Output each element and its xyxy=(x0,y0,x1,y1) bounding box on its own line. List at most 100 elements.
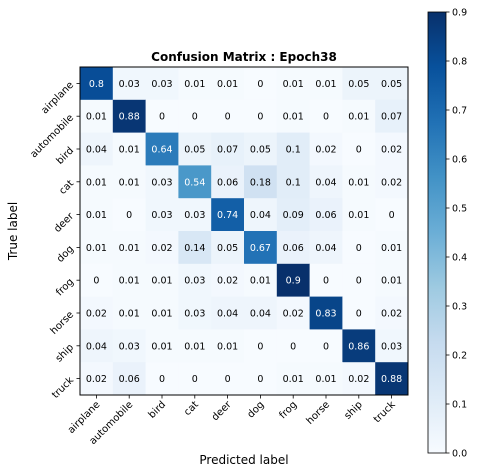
matrix-cell-value: 0 xyxy=(126,210,132,221)
matrix-cell xyxy=(145,362,179,396)
matrix-cell-value: 0 xyxy=(290,341,296,352)
matrix-cell-value: 0.01 xyxy=(348,112,369,123)
matrix-cell-value: 0.06 xyxy=(315,210,336,221)
matrix-cell xyxy=(309,362,343,396)
matrix-cell xyxy=(309,329,343,363)
matrix-cell xyxy=(375,231,409,265)
matrix-cell-value: 0.04 xyxy=(315,177,336,188)
matrix-cell xyxy=(244,165,278,199)
matrix-cell xyxy=(244,132,278,166)
matrix-cell-value: 0.88 xyxy=(381,374,402,385)
matrix-cell-value: 0.88 xyxy=(119,112,140,123)
matrix-cell-value: 0.04 xyxy=(250,309,271,320)
x-axis-label: Predicted label xyxy=(199,453,288,467)
matrix-cell xyxy=(211,67,245,101)
matrix-cell xyxy=(80,296,114,330)
y-tick-label: deer xyxy=(52,210,77,235)
matrix-cell xyxy=(375,329,409,363)
matrix-cell xyxy=(375,263,409,297)
matrix-cell-value: 0.01 xyxy=(315,374,336,385)
matrix-cell xyxy=(145,132,179,166)
matrix-cell-value: 0.83 xyxy=(315,309,336,320)
matrix-cell xyxy=(178,329,212,363)
matrix-cell-value: 0.01 xyxy=(184,79,205,90)
y-tick-label: dog xyxy=(55,244,76,265)
matrix-cell-value: 0.9 xyxy=(286,276,301,287)
matrix-cell-value: 0.64 xyxy=(151,145,172,156)
matrix-cell xyxy=(276,231,310,265)
matrix-cell-value: 0 xyxy=(93,276,99,287)
matrix-cell-value: 0.03 xyxy=(381,341,402,352)
matrix-cell-value: 0.03 xyxy=(184,210,205,221)
matrix-cell xyxy=(342,362,376,396)
matrix-cell xyxy=(375,296,409,330)
matrix-cell xyxy=(178,99,212,133)
matrix-cell-value: 0.05 xyxy=(184,145,205,156)
matrix-cell-value: 0.02 xyxy=(315,145,336,156)
matrix-cell-value: 0 xyxy=(356,309,362,320)
matrix-cell xyxy=(244,231,278,265)
matrix-cell-value: 0.05 xyxy=(250,145,271,156)
matrix-cell-value: 0.04 xyxy=(315,243,336,254)
matrix-cell-value: 0 xyxy=(225,112,231,123)
matrix-cell-value: 0.01 xyxy=(119,243,140,254)
matrix-cell-value: 0.05 xyxy=(381,79,402,90)
matrix-cell xyxy=(80,362,114,396)
matrix-cell-value: 0.05 xyxy=(348,79,369,90)
matrix-cell-value: 0.01 xyxy=(283,112,304,123)
matrix-cell-value: 0.02 xyxy=(381,177,402,188)
matrix-cell xyxy=(211,132,245,166)
matrix-cell-value: 0.02 xyxy=(381,145,402,156)
matrix-cell xyxy=(145,99,179,133)
colorbar-tick-label: 0.2 xyxy=(452,351,467,362)
matrix-cell xyxy=(276,67,310,101)
matrix-cell-value: 0 xyxy=(257,374,263,385)
matrix-cell xyxy=(375,362,409,396)
matrix-cell-value: 0.02 xyxy=(151,243,172,254)
matrix-cell xyxy=(375,165,409,199)
matrix-cell-value: 0.06 xyxy=(119,374,140,385)
matrix-cell xyxy=(178,296,212,330)
colorbar-tick-label: 0.1 xyxy=(452,400,467,411)
matrix-cell xyxy=(244,263,278,297)
matrix-cell-value: 0.02 xyxy=(86,374,107,385)
matrix-cell-value: 0.03 xyxy=(119,341,140,352)
matrix-cell xyxy=(375,67,409,101)
x-tick-label: bird xyxy=(147,399,169,421)
matrix-cell xyxy=(112,132,146,166)
colorbar-tick-label: 0.7 xyxy=(452,106,467,117)
colorbar-tick-label: 0.8 xyxy=(452,57,467,68)
matrix-cell-value: 0 xyxy=(356,276,362,287)
matrix-cell-value: 0 xyxy=(159,112,165,123)
matrix-cell xyxy=(309,165,343,199)
matrix-cell xyxy=(80,99,114,133)
matrix-cell-value: 0.74 xyxy=(217,210,238,221)
matrix-cell-value: 0.01 xyxy=(348,210,369,221)
matrix-cell xyxy=(80,132,114,166)
matrix-cell xyxy=(244,67,278,101)
matrix-cell-value: 0.01 xyxy=(86,112,107,123)
y-tick-label: frog xyxy=(54,277,76,299)
matrix-cell xyxy=(178,165,212,199)
matrix-cell xyxy=(211,296,245,330)
matrix-cell xyxy=(80,165,114,199)
matrix-cell xyxy=(178,263,212,297)
matrix-cell-value: 0.54 xyxy=(184,177,205,188)
matrix-cell xyxy=(244,329,278,363)
matrix-cell-value: 0.01 xyxy=(86,177,107,188)
x-tick-label: horse xyxy=(305,399,333,427)
matrix-cell-labels: 0.8 0.03 0.03 0.01 0.01 0 0.01 0.01 0.05 0.05 0.01… xyxy=(86,79,402,385)
matrix-cell-value: 0.03 xyxy=(151,210,172,221)
matrix-cell xyxy=(342,165,376,199)
x-tick-label: truck xyxy=(372,399,398,425)
matrix-cell xyxy=(342,231,376,265)
matrix-cell xyxy=(342,329,376,363)
matrix-cell-value: 0.01 xyxy=(381,243,402,254)
matrix-cell xyxy=(80,231,114,265)
matrix-cell xyxy=(112,362,146,396)
matrix-cells xyxy=(80,67,409,396)
matrix-cell xyxy=(342,99,376,133)
matrix-cell xyxy=(309,231,343,265)
